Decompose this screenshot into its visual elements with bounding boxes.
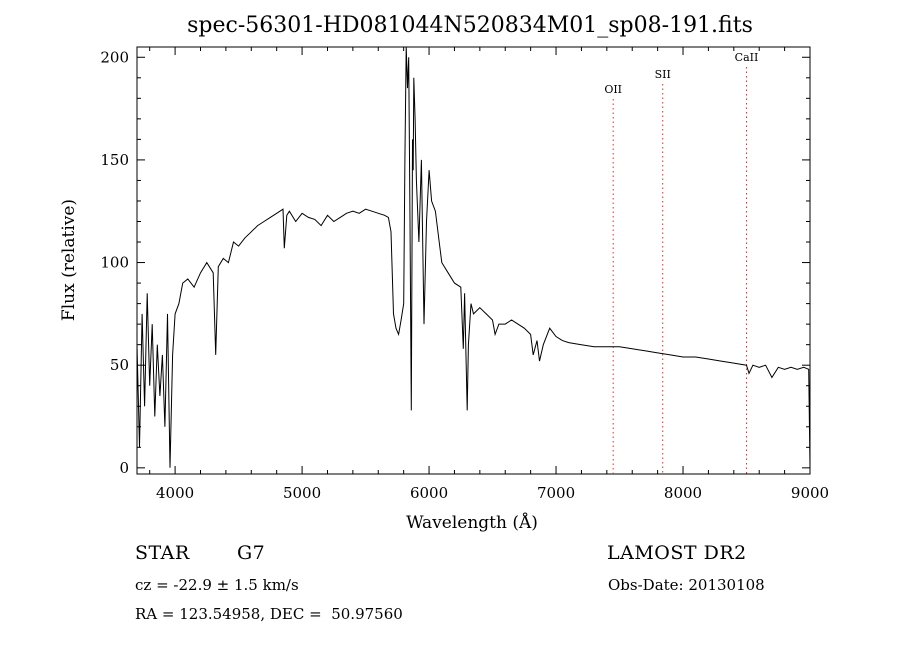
y-axis-label: Flux (relative) xyxy=(59,199,79,321)
line-markers: OII SII CaII xyxy=(604,51,758,474)
x-tick-label: 4000 xyxy=(156,484,194,502)
spectrum-line xyxy=(136,46,811,468)
y-tick-label: 0 xyxy=(119,459,129,477)
line-marker-label: OII xyxy=(604,83,622,96)
x-axis-label: Wavelength (Å) xyxy=(406,512,538,533)
line-marker-label: SII xyxy=(655,68,671,81)
line-marker-label: CaII xyxy=(735,51,759,64)
y-tick-label: 150 xyxy=(100,151,129,169)
y-tick-label: 200 xyxy=(100,48,129,66)
x-tick-label: 9000 xyxy=(791,484,829,502)
y-tick-label: 100 xyxy=(100,254,129,272)
coordinates: RA = 123.54958, DEC = 50.97560 xyxy=(135,605,403,623)
survey-name: LAMOST DR2 xyxy=(607,542,747,564)
plot-frame xyxy=(136,46,811,475)
axis-ticks: 4000 5000 6000 7000 8000 9000 0 50 100 150 200 xyxy=(100,47,829,502)
x-tick-label: 8000 xyxy=(664,484,702,502)
observation-date: Obs-Date: 20130108 xyxy=(608,576,765,594)
y-tick-label: 50 xyxy=(110,356,129,374)
x-tick-label: 7000 xyxy=(537,484,575,502)
redshift-velocity: cz = -22.9 ± 1.5 km/s xyxy=(135,576,299,594)
object-subclass: G7 xyxy=(237,542,266,564)
chart-title: spec-56301-HD081044N520834M01_sp08-191.f… xyxy=(187,13,753,38)
x-tick-label: 6000 xyxy=(410,484,448,502)
x-tick-label: 5000 xyxy=(283,484,321,502)
object-class: STAR xyxy=(135,542,190,564)
